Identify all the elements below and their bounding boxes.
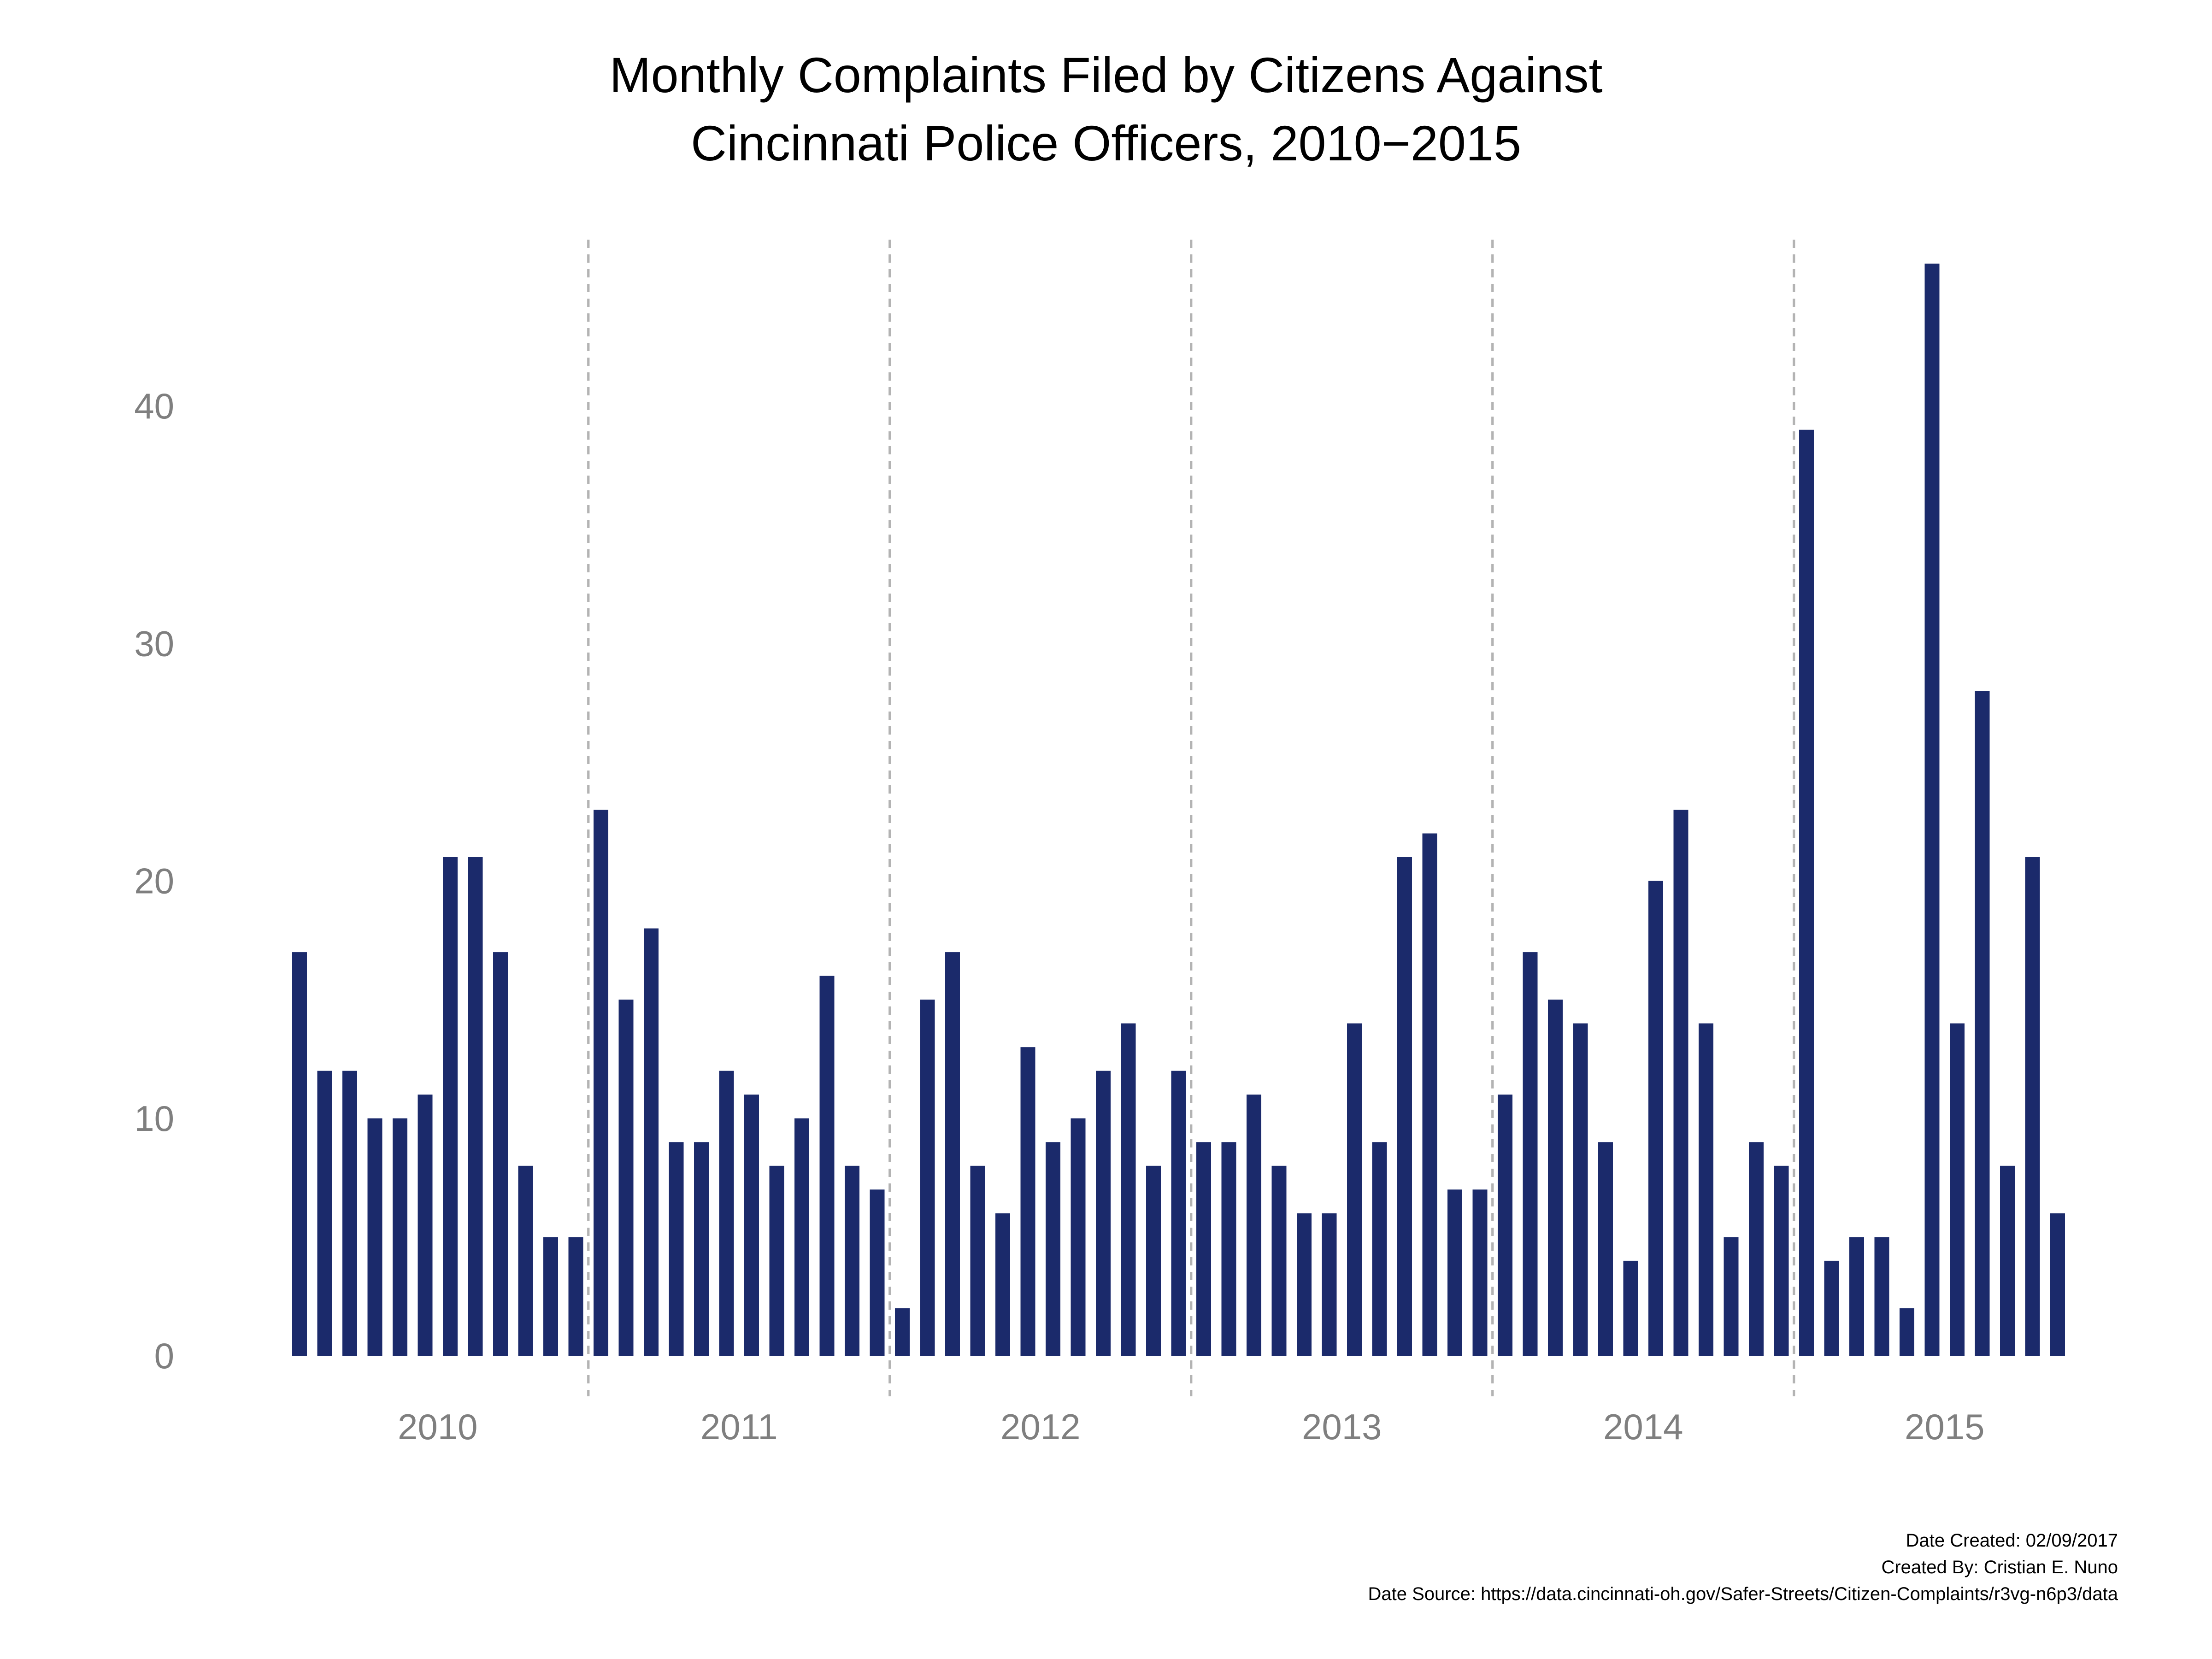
- bar-month-14: [618, 1000, 634, 1356]
- bar-month-10: [518, 1165, 533, 1356]
- bar-month-19: [744, 1094, 759, 1356]
- bar-month-45: [1397, 857, 1412, 1356]
- bar-month-55: [1648, 881, 1663, 1356]
- y-tick-label-40: 40: [134, 386, 174, 426]
- bar-month-39: [1247, 1094, 1261, 1356]
- y-tick-label-20: 20: [134, 861, 174, 901]
- x-axis-year-labels: 2010 2011 2012 2013 2014 2015: [398, 1406, 1985, 1447]
- bar-month-71: [2050, 1213, 2065, 1356]
- bar-month-68: [1975, 691, 1990, 1356]
- bar-month-29: [995, 1213, 1010, 1356]
- bar-month-53: [1598, 1142, 1613, 1356]
- bar-month-21: [794, 1118, 809, 1356]
- x-tick-label-2010: 2010: [398, 1406, 478, 1447]
- bar-month-61: [1799, 429, 1814, 1356]
- bar-month-1: [292, 952, 307, 1356]
- bar-month-47: [1447, 1189, 1462, 1356]
- bar-month-27: [945, 952, 960, 1356]
- bar-month-38: [1221, 1142, 1236, 1356]
- bar-month-20: [769, 1165, 784, 1356]
- bar-month-65: [1900, 1308, 1914, 1356]
- y-tick-label-30: 30: [134, 623, 174, 664]
- bar-month-28: [970, 1165, 985, 1356]
- bar-month-52: [1573, 1023, 1588, 1356]
- bar-month-70: [2025, 857, 2040, 1356]
- bar-month-51: [1548, 1000, 1563, 1356]
- bar-month-9: [493, 952, 508, 1356]
- bar-month-22: [819, 976, 835, 1356]
- bar-month-7: [443, 857, 458, 1356]
- x-tick-label-2015: 2015: [1905, 1406, 1985, 1447]
- bar-month-8: [468, 857, 483, 1356]
- bar-month-69: [2000, 1165, 2015, 1356]
- bar-month-15: [644, 928, 659, 1356]
- bar-month-11: [543, 1237, 558, 1356]
- bar-month-24: [870, 1189, 885, 1356]
- bar-month-2: [317, 1071, 332, 1356]
- bar-month-46: [1422, 833, 1437, 1356]
- bars: [292, 264, 2065, 1356]
- bar-month-48: [1472, 1189, 1488, 1356]
- x-tick-label-2014: 2014: [1603, 1406, 1683, 1447]
- bar-month-66: [1924, 264, 1940, 1356]
- bar-month-33: [1096, 1071, 1111, 1356]
- bar-month-36: [1171, 1071, 1186, 1356]
- bar-month-44: [1372, 1142, 1387, 1356]
- bar-month-59: [1749, 1142, 1764, 1356]
- bar-month-56: [1673, 810, 1688, 1356]
- y-axis-ticks: 0 10 20 30 40: [134, 386, 174, 1376]
- year-dividers-overlay: [587, 240, 1795, 1396]
- bar-month-40: [1271, 1165, 1287, 1356]
- bar-month-34: [1121, 1023, 1136, 1356]
- bar-month-41: [1297, 1213, 1312, 1356]
- bar-month-54: [1623, 1260, 1638, 1356]
- bar-month-63: [1849, 1237, 1864, 1356]
- bar-month-13: [594, 810, 608, 1356]
- bar-month-3: [342, 1071, 357, 1356]
- bar-month-17: [694, 1142, 709, 1356]
- chart-title-line-2: Cincinnati Police Officers, 2010−2015: [691, 115, 1521, 171]
- x-tick-label-2013: 2013: [1302, 1406, 1382, 1447]
- bar-month-16: [669, 1142, 684, 1356]
- x-tick-label-2011: 2011: [700, 1406, 778, 1447]
- bar-month-12: [568, 1237, 583, 1356]
- x-tick-label-2012: 2012: [1000, 1406, 1081, 1447]
- bar-month-6: [418, 1094, 433, 1356]
- bar-month-60: [1774, 1165, 1789, 1356]
- caption-data-source: Date Source: https://data.cincinnati-oh.…: [1368, 1584, 2118, 1604]
- bar-month-25: [895, 1308, 910, 1356]
- bar-month-49: [1498, 1094, 1512, 1356]
- bar-month-37: [1196, 1142, 1211, 1356]
- chart-title-line-1: Monthly Complaints Filed by Citizens Aga…: [610, 47, 1603, 103]
- bar-month-42: [1322, 1213, 1337, 1356]
- bar-month-31: [1046, 1142, 1060, 1356]
- bar-month-30: [1020, 1047, 1035, 1356]
- caption-date-created: Date Created: 02/09/2017: [1906, 1530, 2118, 1551]
- bar-month-43: [1347, 1023, 1362, 1356]
- bar-month-57: [1699, 1023, 1713, 1356]
- bar-month-64: [1874, 1237, 1889, 1356]
- y-tick-label-10: 10: [134, 1098, 174, 1139]
- bar-month-32: [1071, 1118, 1086, 1356]
- bar-month-35: [1146, 1165, 1161, 1356]
- bar-month-23: [845, 1165, 859, 1356]
- bar-month-26: [920, 1000, 935, 1356]
- bar-month-4: [367, 1118, 382, 1356]
- bar-month-62: [1824, 1260, 1839, 1356]
- bar-month-50: [1523, 952, 1538, 1356]
- caption-created-by: Created By: Cristian E. Nuno: [1881, 1557, 2118, 1577]
- bar-month-58: [1724, 1237, 1739, 1356]
- y-tick-label-0: 0: [154, 1335, 174, 1376]
- bar-month-18: [719, 1071, 734, 1356]
- bar-month-67: [1950, 1023, 1965, 1356]
- bar-month-5: [393, 1118, 407, 1356]
